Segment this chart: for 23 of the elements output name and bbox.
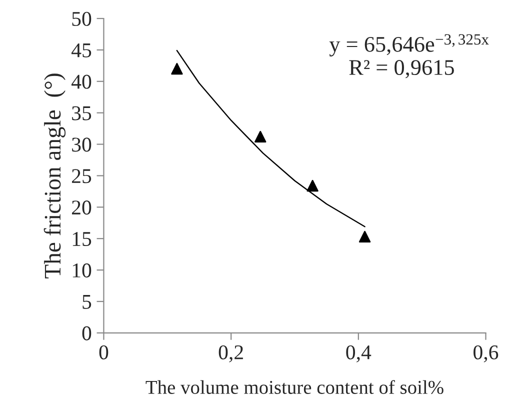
x-tick-label: 0 bbox=[99, 345, 108, 360]
annotation: y = 65,646e$^{−3,325x}$ bbox=[329, 34, 489, 56]
point bbox=[358, 230, 371, 243]
x-tick-label: 0,2 bbox=[218, 345, 243, 362]
point bbox=[306, 180, 318, 192]
annotation: R² = 0,9615 bbox=[349, 60, 454, 78]
x-axis-title: The volume moisture content of soil% bbox=[146, 380, 444, 394]
y-axis-title: The friction angle (°) bbox=[44, 74, 66, 278]
y-tick-label: 35 bbox=[72, 106, 92, 120]
y-tick-label: 30 bbox=[72, 138, 92, 152]
y-tick-label: 10 bbox=[72, 263, 92, 278]
y-tick-label: 25 bbox=[72, 169, 92, 184]
y-tick-label: 5 bbox=[82, 295, 92, 309]
y-tick-label: 40 bbox=[72, 74, 92, 89]
y-tick-label: 0 bbox=[82, 326, 92, 340]
y-tick-label: 45 bbox=[72, 43, 92, 58]
point bbox=[171, 62, 183, 75]
point bbox=[254, 130, 266, 143]
y-tick-label: 50 bbox=[72, 12, 92, 26]
y-tick-label: 20 bbox=[72, 200, 92, 215]
x-tick-label: 0,4 bbox=[346, 345, 372, 362]
y-tick-label: 15 bbox=[72, 232, 92, 246]
x-tick-label: 0,6 bbox=[474, 345, 498, 362]
